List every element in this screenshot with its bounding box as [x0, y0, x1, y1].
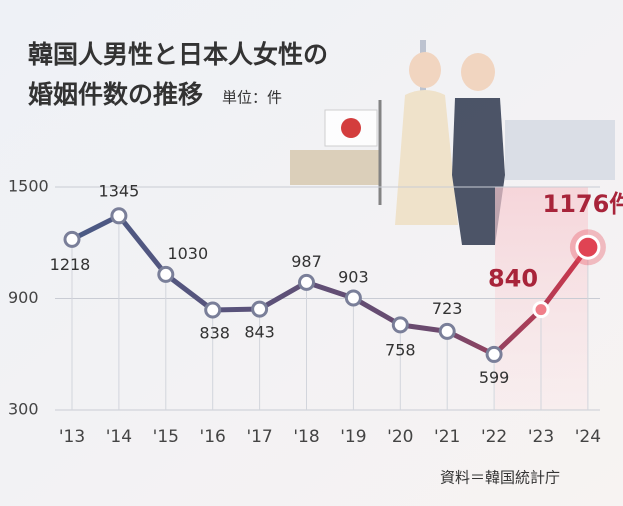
x-tick-label: '24	[575, 427, 601, 447]
x-tick-label: '14	[106, 427, 132, 447]
point	[251, 300, 269, 318]
x-tick-label: '18	[293, 427, 319, 447]
point	[298, 273, 315, 291]
value-label: 1218	[50, 255, 91, 274]
x-tick-label: '15	[153, 427, 179, 447]
value-label: 723	[432, 299, 463, 318]
x-tick-label: '13	[59, 427, 85, 447]
y-tick-label: 300	[8, 400, 39, 419]
value-label: 987	[291, 252, 322, 271]
value-label: 1345	[99, 181, 140, 200]
x-tick-label: '17	[246, 427, 272, 447]
unit-note: 単位：件	[222, 89, 282, 107]
point	[532, 301, 550, 319]
value-label: 1176件	[543, 190, 623, 218]
point	[204, 301, 222, 319]
point	[391, 316, 409, 334]
value-label: 838	[199, 324, 230, 343]
x-tick-label: '22	[481, 427, 507, 447]
value-label: 1030	[167, 244, 208, 263]
illustration	[290, 40, 615, 245]
point	[157, 265, 175, 283]
x-tick-label: '20	[387, 427, 413, 447]
point	[63, 230, 81, 248]
value-label: 903	[338, 267, 369, 286]
x-tick-label: '16	[200, 427, 226, 447]
y-tick-label: 1500	[8, 177, 49, 196]
chart-title: 韓国人男性と日本人女性の	[28, 40, 328, 69]
x-tick-label: '21	[434, 427, 460, 447]
x-tick-label: '23	[528, 427, 554, 447]
point	[575, 234, 601, 260]
value-label: 840	[488, 265, 538, 293]
point	[438, 322, 456, 340]
chart-subtitle: 婚姻件数の推移	[28, 80, 203, 109]
x-tick-label: '19	[340, 427, 366, 447]
value-label: 599	[479, 368, 510, 387]
line	[70, 213, 590, 357]
value-label: 758	[385, 340, 416, 359]
source: 資料＝韓国統計庁	[440, 469, 560, 487]
point	[110, 207, 128, 225]
point	[485, 345, 503, 363]
point	[344, 289, 362, 307]
value-label: 843	[244, 323, 275, 342]
y-tick-label: 900	[8, 288, 39, 307]
